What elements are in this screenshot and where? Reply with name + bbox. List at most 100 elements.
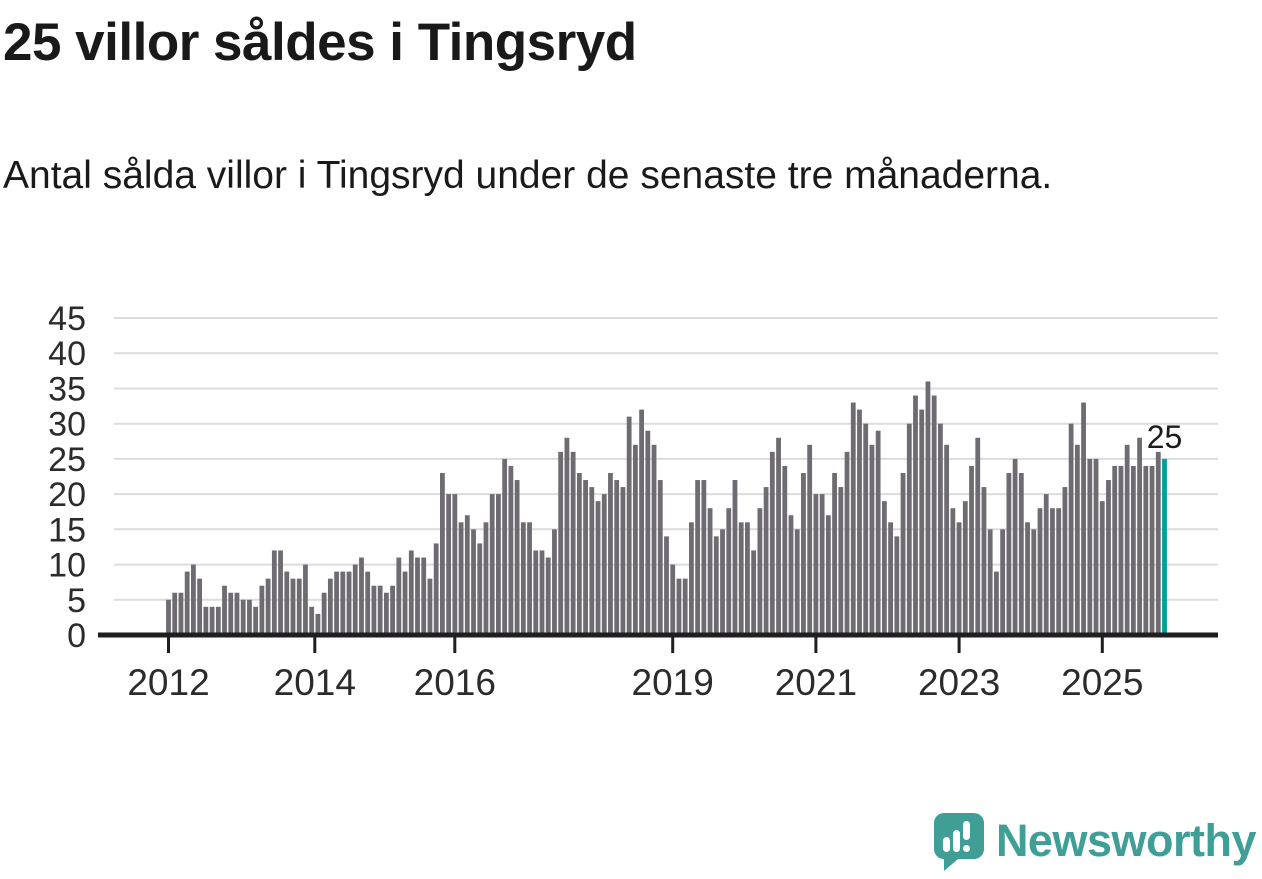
bar	[925, 381, 931, 635]
bar	[508, 465, 514, 635]
bar	[794, 529, 800, 635]
newsworthy-logo: Newsworthy	[930, 811, 1257, 871]
bar	[813, 494, 819, 635]
chart-subtitle: Antal sålda villor i Tingsryd under de s…	[3, 154, 1053, 197]
bar	[334, 571, 339, 635]
bar	[215, 606, 221, 635]
bar	[1087, 458, 1093, 635]
x-axis-tick-label: 2019	[632, 662, 714, 703]
bar	[583, 480, 588, 635]
bar	[570, 451, 576, 635]
y-axis-tick-label: 25	[48, 441, 86, 479]
bar	[483, 522, 489, 635]
bar	[726, 508, 732, 635]
bar	[664, 536, 669, 635]
x-axis-tick-label: 2012	[127, 662, 209, 703]
bar	[527, 522, 532, 635]
bar	[732, 480, 738, 635]
x-axis-tick-label: 2014	[274, 662, 356, 703]
bar	[938, 423, 943, 635]
bar	[608, 472, 613, 635]
bar	[222, 585, 227, 635]
bar	[545, 557, 551, 635]
bar	[994, 571, 999, 635]
bar	[1149, 465, 1155, 635]
bar	[869, 444, 875, 635]
bar	[539, 550, 545, 635]
bar	[825, 515, 831, 635]
bar	[228, 592, 234, 635]
bar	[166, 599, 171, 635]
bar	[782, 465, 788, 635]
bar	[614, 480, 620, 635]
bar	[788, 515, 794, 635]
bar	[956, 522, 962, 635]
bar	[1025, 522, 1030, 635]
bar	[881, 501, 887, 635]
bar	[1031, 529, 1037, 635]
bar	[383, 592, 389, 635]
bar	[913, 395, 918, 635]
bar	[900, 472, 906, 635]
bar	[377, 585, 383, 635]
bar	[464, 515, 470, 635]
bar	[632, 444, 638, 635]
y-axis-tick-label: 5	[67, 582, 86, 620]
bar	[906, 423, 912, 635]
bar	[284, 571, 290, 635]
bar	[769, 451, 775, 635]
x-axis-tick-label: 2016	[414, 662, 496, 703]
bar	[745, 522, 750, 635]
bar	[315, 613, 321, 635]
bar	[191, 564, 196, 635]
bar	[1137, 437, 1142, 635]
bar	[458, 522, 464, 635]
bar	[639, 409, 644, 635]
y-axis-tick-label: 10	[48, 547, 86, 585]
bar	[1018, 472, 1024, 635]
y-axis-tick-label: 0	[67, 617, 86, 655]
bar	[172, 592, 178, 635]
y-axis-tick-label: 35	[48, 371, 86, 409]
bar	[558, 451, 564, 635]
bar	[1037, 508, 1043, 635]
bar	[757, 508, 763, 635]
bar	[184, 571, 190, 635]
bar	[327, 578, 333, 635]
y-axis-tick-label: 15	[48, 511, 86, 549]
bar	[346, 571, 352, 635]
bar	[471, 529, 476, 635]
bar	[271, 550, 277, 635]
bar	[1012, 458, 1018, 635]
bar	[670, 564, 676, 635]
bar	[1106, 480, 1111, 635]
bar	[247, 599, 252, 635]
bar	[1062, 487, 1068, 635]
bar	[303, 564, 308, 635]
bar	[720, 529, 725, 635]
bar	[520, 522, 526, 635]
bar	[689, 522, 694, 635]
bar	[657, 480, 663, 635]
bar	[1130, 465, 1136, 635]
y-axis-tick-label: 40	[48, 335, 86, 373]
bar	[197, 578, 203, 635]
bar	[1068, 423, 1074, 635]
bar	[1099, 501, 1105, 635]
bar	[321, 592, 327, 635]
bar	[514, 480, 520, 635]
bar	[1000, 529, 1006, 635]
bar	[850, 402, 856, 635]
bar	[651, 444, 657, 635]
bar	[701, 480, 707, 635]
bar	[234, 592, 240, 635]
bar	[1124, 444, 1130, 635]
y-axis-tick-label: 45	[48, 300, 86, 338]
bar	[713, 536, 719, 635]
bar	[402, 571, 408, 635]
bar	[832, 472, 837, 635]
bar	[875, 430, 881, 635]
bar	[209, 606, 215, 635]
bar	[433, 543, 439, 635]
bar	[489, 494, 495, 635]
